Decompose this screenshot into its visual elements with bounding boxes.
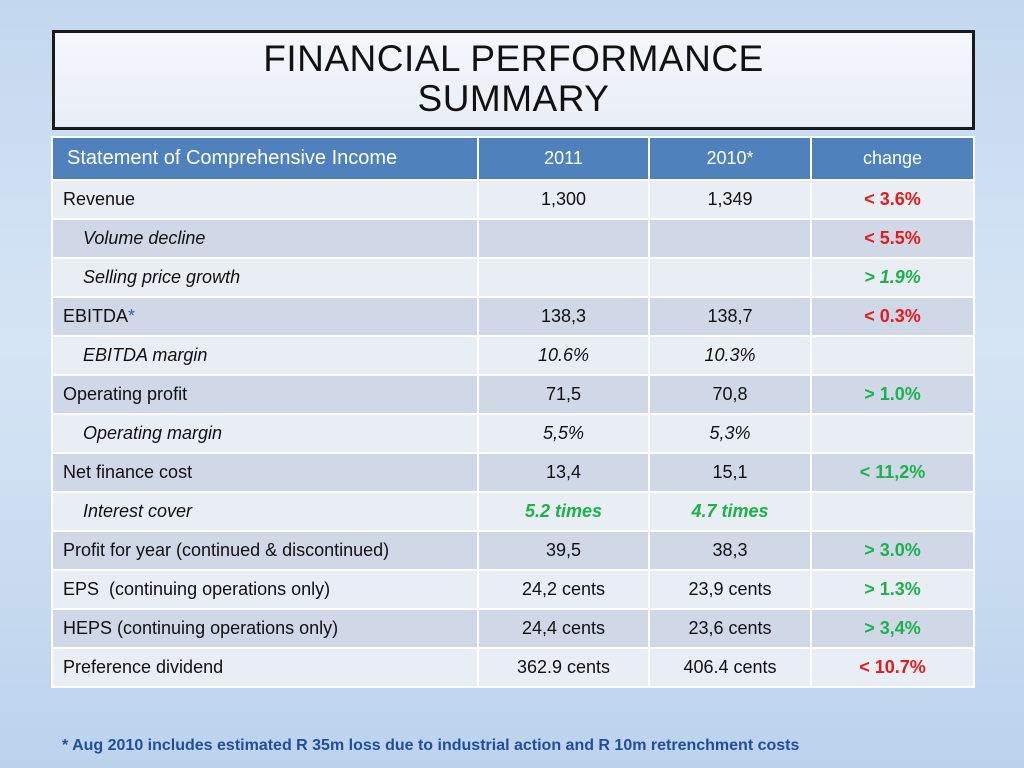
page-title-line-1: FINANCIAL PERFORMANCE [263, 38, 764, 79]
table-header-row: Statement of Comprehensive Income 2011 2… [51, 136, 975, 181]
table-row-interest-cover: Interest cover 5.2 times 4.7 times [51, 491, 975, 532]
value-2010: 406.4 cents [648, 647, 812, 688]
change-value: > 1.3% [810, 569, 975, 610]
value-2010 [648, 218, 812, 259]
value-2010: 23,9 cents [648, 569, 812, 610]
change-value: < 5.5% [810, 218, 975, 259]
value-2011: 1,300 [477, 179, 650, 220]
change-value: < 3.6% [810, 179, 975, 220]
value-2011: 13,4 [477, 452, 650, 493]
value-2010: 5,3% [648, 413, 812, 454]
table-row-heps: HEPS (continuing operations only) 24,4 c… [51, 608, 975, 649]
income-statement-table: Statement of Comprehensive Income 2011 2… [51, 136, 975, 688]
row-label: Interest cover [51, 491, 479, 532]
row-label: Volume decline [51, 218, 479, 259]
value-2011: 39,5 [477, 530, 650, 571]
row-label: Profit for year (continued & discontinue… [51, 530, 479, 571]
change-value: > 3,4% [810, 608, 975, 649]
title-box: FINANCIAL PERFORMANCE SUMMARY [52, 30, 975, 130]
header-statement: Statement of Comprehensive Income [51, 136, 479, 181]
row-label: EBITDA* [51, 296, 479, 337]
row-label: Revenue [51, 179, 479, 220]
table-row-ebitda: EBITDA* 138,3 138,7 < 0.3% [51, 296, 975, 337]
row-label: Operating profit [51, 374, 479, 415]
value-2011: 362.9 cents [477, 647, 650, 688]
table-row-eps: EPS (continuing operations only) 24,2 ce… [51, 569, 975, 610]
table-row-preference-dividend: Preference dividend 362.9 cents 406.4 ce… [51, 647, 975, 688]
value-2011: 24,4 cents [477, 608, 650, 649]
value-2011: 5,5% [477, 413, 650, 454]
value-2010: 138,7 [648, 296, 812, 337]
row-label: Net finance cost [51, 452, 479, 493]
value-2010: 15,1 [648, 452, 812, 493]
table-row-selling-price-growth: Selling price growth > 1.9% [51, 257, 975, 298]
row-label: Operating margin [51, 413, 479, 454]
value-2011: 5.2 times [477, 491, 650, 532]
value-2010: 1,349 [648, 179, 812, 220]
value-2010 [648, 257, 812, 298]
table-row-ebitda-margin: EBITDA margin 10.6% 10.3% [51, 335, 975, 376]
footnote: * Aug 2010 includes estimated R 35m loss… [62, 737, 800, 754]
row-label: HEPS (continuing operations only) [51, 608, 479, 649]
value-2011: 24,2 cents [477, 569, 650, 610]
value-2010: 23,6 cents [648, 608, 812, 649]
header-change: change [810, 136, 975, 181]
change-value [810, 491, 975, 532]
table-row-net-finance-cost: Net finance cost 13,4 15,1 < 11,2% [51, 452, 975, 493]
value-2010: 10.3% [648, 335, 812, 376]
value-2010: 70,8 [648, 374, 812, 415]
table-row-volume-decline: Volume decline < 5.5% [51, 218, 975, 259]
header-2010: 2010* [648, 136, 812, 181]
value-2010: 4.7 times [648, 491, 812, 532]
row-label: EBITDA margin [51, 335, 479, 376]
row-label: Selling price growth [51, 257, 479, 298]
change-value: > 1.0% [810, 374, 975, 415]
value-2011 [477, 218, 650, 259]
value-2010: 38,3 [648, 530, 812, 571]
page-title-line-2: SUMMARY [417, 78, 610, 119]
table-row-profit-for-year: Profit for year (continued & discontinue… [51, 530, 975, 571]
change-value [810, 413, 975, 454]
row-label: EPS (continuing operations only) [51, 569, 479, 610]
value-2011: 10.6% [477, 335, 650, 376]
change-value: > 1.9% [810, 257, 975, 298]
change-value [810, 335, 975, 376]
row-label: Preference dividend [51, 647, 479, 688]
row-label-text: EBITDA [63, 306, 129, 326]
change-value: < 11,2% [810, 452, 975, 493]
header-2011: 2011 [477, 136, 650, 181]
table-row-operating-profit: Operating profit 71,5 70,8 > 1.0% [51, 374, 975, 415]
change-value: < 0.3% [810, 296, 975, 337]
table-row-revenue: Revenue 1,300 1,349 < 3.6% [51, 179, 975, 220]
footnote-marker: * [128, 306, 136, 326]
value-2011: 138,3 [477, 296, 650, 337]
value-2011: 71,5 [477, 374, 650, 415]
table-row-operating-margin: Operating margin 5,5% 5,3% [51, 413, 975, 454]
change-value: > 3.0% [810, 530, 975, 571]
value-2011 [477, 257, 650, 298]
change-value: < 10.7% [810, 647, 975, 688]
